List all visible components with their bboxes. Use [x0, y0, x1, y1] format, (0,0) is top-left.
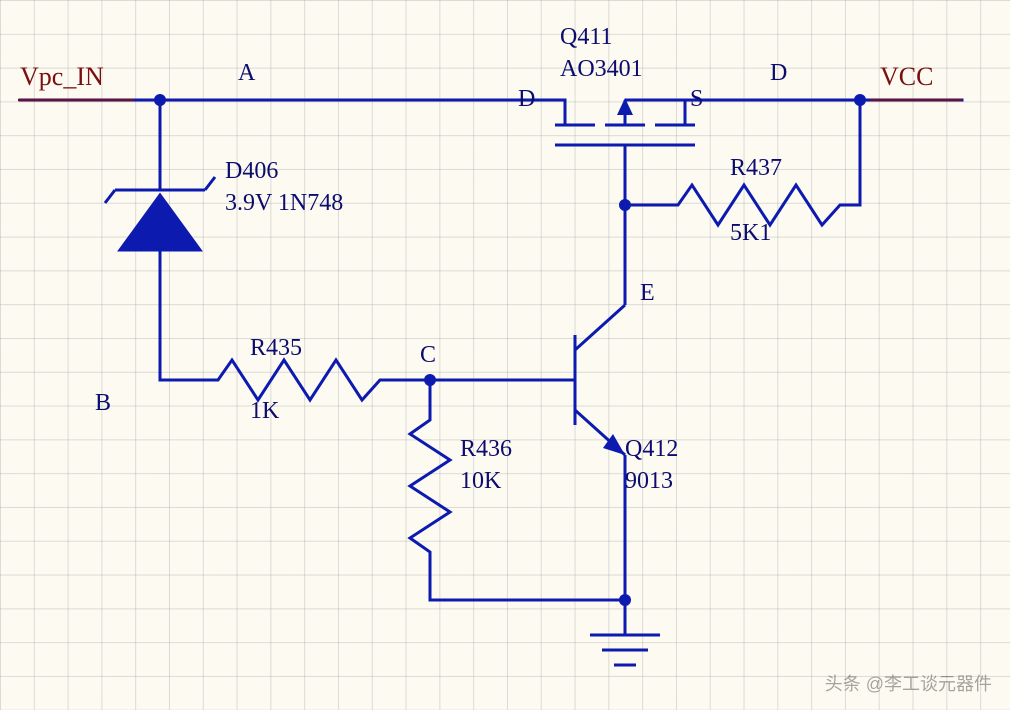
node-A: A [238, 60, 255, 87]
node-D: D [770, 60, 787, 87]
watermark-text: 头条 @李工谈元器件 [825, 670, 992, 696]
pmosfet-q411 [555, 98, 695, 155]
ref-Q412: Q412 [625, 436, 678, 463]
node-E: E [640, 280, 655, 307]
resistor-r437 [660, 185, 860, 225]
ref-D406: D406 [225, 158, 278, 185]
ref-R437: R437 [730, 155, 782, 182]
npn-q412 [540, 300, 625, 460]
circuit-canvas [0, 0, 1010, 710]
val-R436: 10K [460, 468, 501, 495]
val-D406: 3.9V 1N748 [225, 190, 343, 217]
ground-symbol [590, 635, 660, 665]
ref-R436: R436 [460, 436, 512, 463]
node-B: B [95, 390, 111, 417]
resistor-r436 [410, 405, 450, 560]
node-C: C [420, 342, 436, 369]
zener-diode [105, 177, 215, 250]
resistor-r435 [200, 360, 400, 400]
net-label-vcc: VCC [880, 62, 933, 92]
pin-S: S [690, 86, 703, 113]
ref-Q411: Q411 [560, 24, 612, 51]
val-R435: 1K [250, 398, 279, 425]
val-Q412: 9013 [625, 468, 673, 495]
val-R437: 5K1 [730, 220, 771, 247]
val-Q411: AO3401 [560, 56, 643, 83]
net-label-vpc-in: Vpc_IN [20, 62, 104, 92]
ref-R435: R435 [250, 335, 302, 362]
pin-D: D [518, 86, 535, 113]
